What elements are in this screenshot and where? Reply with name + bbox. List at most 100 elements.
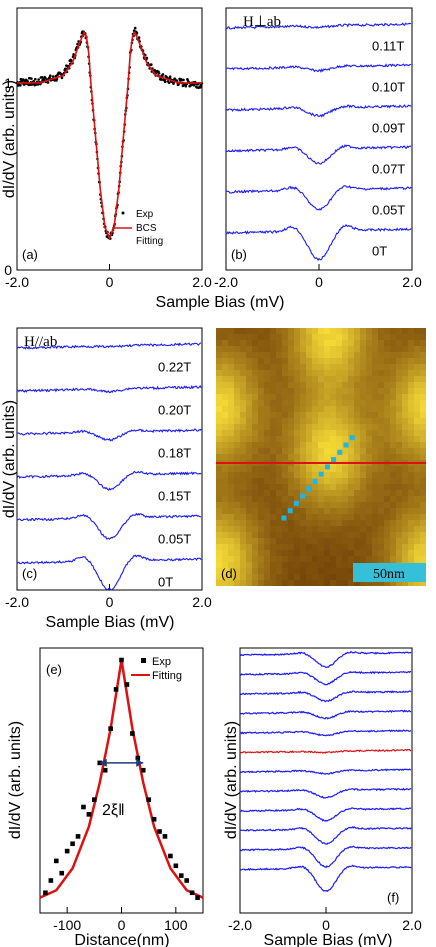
- map-cell: [420, 496, 426, 502]
- map-cell: [318, 502, 324, 508]
- map-cell: [408, 394, 414, 400]
- map-cell: [300, 346, 306, 352]
- data-point-a: [48, 76, 52, 80]
- map-cell: [378, 502, 384, 508]
- data-point-a: [37, 78, 40, 81]
- map-cell: [306, 352, 312, 358]
- map-cell: [402, 364, 408, 370]
- map-cell: [336, 328, 342, 334]
- map-cell: [240, 484, 246, 490]
- map-cell: [258, 580, 264, 586]
- map-cell: [246, 364, 252, 370]
- map-cell: [294, 430, 300, 436]
- map-cell: [372, 532, 378, 538]
- map-cell: [228, 496, 234, 502]
- map-cell: [312, 436, 318, 442]
- map-cell: [294, 412, 300, 418]
- map-cell: [300, 466, 306, 472]
- map-cell: [252, 556, 258, 562]
- map-cell: [240, 334, 246, 340]
- map-cell: [228, 472, 234, 478]
- map-cell: [336, 364, 342, 370]
- map-cell: [330, 400, 336, 406]
- map-cell: [282, 436, 288, 442]
- map-cell: [354, 484, 360, 490]
- map-cell: [216, 574, 222, 580]
- map-cell: [324, 388, 330, 394]
- map-cell: [312, 370, 318, 376]
- map-cell: [234, 526, 240, 532]
- map-cell: [312, 544, 318, 550]
- map-cell: [336, 532, 342, 538]
- map-cell: [318, 556, 324, 562]
- map-cell: [270, 496, 276, 502]
- map-cell: [300, 538, 306, 544]
- map-cell: [354, 472, 360, 478]
- map-cell: [330, 568, 336, 574]
- data-point-e: [102, 767, 108, 773]
- map-cell: [396, 406, 402, 412]
- map-cell: [318, 424, 324, 430]
- map-cell: [384, 340, 390, 346]
- map-cell: [354, 358, 360, 364]
- map-cell: [342, 562, 348, 568]
- map-cell: [318, 394, 324, 400]
- map-cell: [324, 562, 330, 568]
- map-cell: [384, 478, 390, 484]
- map-cell: [288, 388, 294, 394]
- map-cell: [246, 478, 252, 484]
- map-cell: [348, 448, 354, 454]
- map-cell: [228, 328, 234, 334]
- map-cell: [282, 334, 288, 340]
- map-cell: [300, 580, 306, 586]
- map-cell: [420, 454, 426, 460]
- map-cell: [378, 526, 384, 532]
- map-cell: [264, 466, 270, 472]
- map-cell: [360, 556, 366, 562]
- map-cell: [384, 370, 390, 376]
- map-cell: [372, 352, 378, 358]
- map-cell: [366, 532, 372, 538]
- map-cell: [390, 466, 396, 472]
- map-cell: [354, 346, 360, 352]
- map-cell: [288, 364, 294, 370]
- map-cell: [300, 376, 306, 382]
- map-cell: [354, 424, 360, 430]
- tick-label-e-x: -100: [53, 917, 81, 933]
- map-cell: [264, 328, 270, 334]
- map-cell: [372, 556, 378, 562]
- map-cell: [276, 520, 282, 526]
- map-cell: [306, 424, 312, 430]
- map-cell: [228, 544, 234, 550]
- map-cell: [336, 490, 342, 496]
- map-cell: [294, 538, 300, 544]
- map-cell: [264, 376, 270, 382]
- map-cell: [294, 340, 300, 346]
- tick-label-a-x: 2.0: [192, 274, 212, 290]
- map-cell: [234, 442, 240, 448]
- data-point-a: [36, 83, 40, 86]
- data-point-a: [60, 76, 64, 80]
- map-cell: [240, 412, 246, 418]
- map-cell: [390, 400, 396, 406]
- map-cell: [414, 346, 420, 352]
- map-cell: [342, 580, 348, 586]
- map-cell: [252, 478, 258, 484]
- map-cell: [264, 454, 270, 460]
- map-cell: [402, 352, 408, 358]
- map-cell: [408, 550, 414, 556]
- map-cell: [282, 538, 288, 544]
- map-cell: [366, 520, 372, 526]
- panel-d-label: (d): [221, 566, 237, 581]
- map-cell: [312, 484, 318, 490]
- map-cell: [276, 370, 282, 376]
- data-point-e: [97, 760, 103, 766]
- map-cell: [330, 544, 336, 550]
- map-cell: [294, 406, 300, 412]
- map-cell: [246, 334, 252, 340]
- map-cell: [390, 418, 396, 424]
- map-cell: [390, 508, 396, 514]
- linecut-marker: [324, 464, 330, 470]
- linecut-marker: [306, 486, 312, 492]
- map-cell: [300, 340, 306, 346]
